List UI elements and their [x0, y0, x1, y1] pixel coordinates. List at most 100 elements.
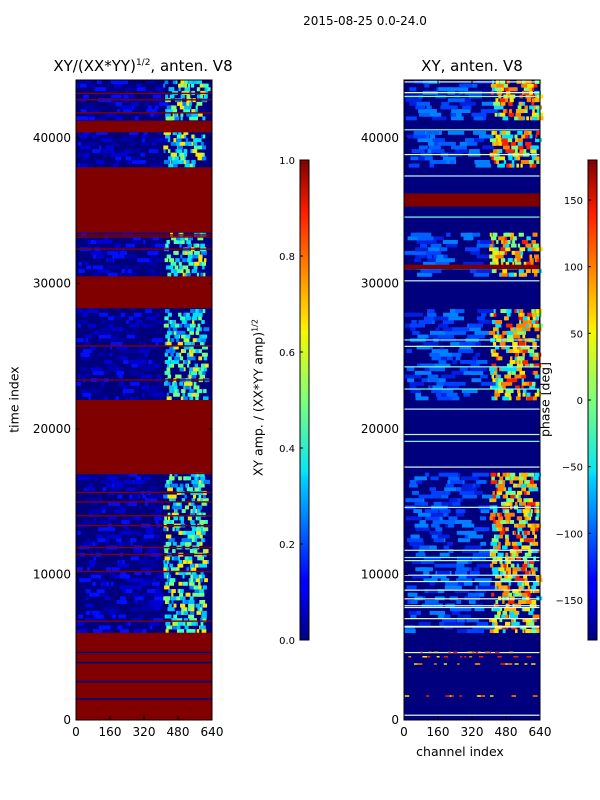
heatmap-cell — [458, 574, 467, 579]
right-ytick-label: 30000 — [361, 277, 399, 291]
heatmap-cell — [526, 145, 532, 150]
heatmap-cell — [154, 385, 162, 390]
heatmap-cell — [191, 527, 198, 532]
heatmap-cell — [190, 581, 194, 586]
heatmap-cell — [112, 614, 116, 619]
heatmap-cell — [442, 320, 454, 324]
heatmap-cell — [91, 501, 99, 506]
heatmap-cell — [509, 520, 515, 524]
heatmap-cell — [85, 603, 94, 608]
heatmap-cell — [169, 320, 172, 324]
heatmap-cell — [154, 105, 159, 110]
heatmap-cell — [191, 370, 197, 375]
heatmap-cell — [533, 272, 538, 277]
heatmap-cell — [491, 254, 495, 259]
heatmap-cell — [514, 149, 518, 154]
heatmap-cell — [169, 538, 175, 543]
heatmap-cell — [462, 483, 473, 488]
heatmap-cell — [473, 527, 490, 532]
heatmap-cell — [493, 105, 499, 110]
heatmap-cell — [137, 258, 150, 263]
heatmap-cell — [530, 116, 533, 121]
heatmap-cell — [531, 607, 535, 612]
heatmap-cell — [199, 312, 203, 317]
heatmap-cell — [502, 472, 510, 477]
heatmap-cell — [437, 570, 450, 575]
heatmap-cell — [517, 530, 520, 535]
heatmap-cell — [404, 629, 416, 634]
heatmap-cell — [533, 476, 539, 481]
heatmap-cell — [514, 258, 517, 263]
heatmap-cell — [431, 574, 447, 579]
heatmap-cell — [157, 243, 166, 248]
heatmap-cell — [110, 476, 118, 481]
heatmap-cell — [508, 149, 515, 154]
heatmap-cell — [513, 87, 518, 92]
heatmap-cell — [494, 621, 498, 626]
phase-dash — [404, 695, 410, 697]
heatmap-cell — [89, 512, 94, 517]
heatmap-cell — [531, 600, 537, 604]
heatmap-cell — [534, 581, 539, 586]
heatmap-cell — [426, 247, 440, 252]
heatmap-cell — [501, 240, 504, 244]
heatmap-cell — [129, 316, 141, 321]
heatmap-cell — [418, 145, 428, 150]
heatmap-cell — [181, 240, 184, 244]
heatmap-cell — [534, 116, 538, 121]
heatmap-cell — [85, 596, 89, 601]
heatmap-cell — [183, 509, 186, 514]
heatmap-cell — [492, 130, 498, 135]
heatmap-cell — [155, 312, 160, 317]
heatmap-cell — [168, 581, 175, 586]
heatmap-cell — [183, 345, 190, 350]
heatmap-cell — [190, 578, 194, 583]
heatmap-cell — [535, 567, 538, 572]
heatmap-cell — [102, 629, 113, 634]
heatmap-cell — [534, 523, 537, 528]
heatmap-cell — [200, 530, 204, 535]
heatmap-cell — [88, 476, 99, 481]
heatmap-cell — [437, 141, 456, 146]
heatmap-cell — [449, 607, 463, 612]
heatmap-cell — [170, 320, 176, 324]
heatmap-cell — [499, 530, 505, 535]
heatmap-cell — [202, 83, 209, 88]
heatmap-cell — [450, 309, 456, 314]
heatmap-cell — [101, 505, 111, 510]
heatmap-cell — [429, 530, 443, 535]
heatmap-cell — [409, 483, 418, 488]
heatmap-cell — [526, 512, 530, 517]
heatmap-cell — [530, 509, 533, 514]
flagged-line — [76, 99, 212, 101]
heatmap-cell — [491, 320, 496, 324]
heatmap-cell — [198, 370, 205, 375]
heatmap-cell — [530, 247, 535, 252]
heatmap-cell — [172, 160, 179, 164]
heatmap-cell — [510, 232, 514, 237]
heatmap-cell — [499, 480, 506, 484]
heatmap-cell — [116, 374, 123, 379]
heatmap-cell — [495, 254, 502, 259]
heatmap-cell — [178, 83, 181, 88]
heatmap-cell — [176, 236, 183, 241]
heatmap-cell — [195, 603, 201, 608]
heatmap-cell — [125, 243, 135, 248]
heatmap-cell — [520, 523, 526, 528]
heatmap-cell — [535, 501, 541, 506]
heatmap-cell — [496, 378, 500, 383]
heatmap-cell — [512, 618, 516, 623]
heatmap-cell — [178, 352, 182, 357]
heatmap-cell — [184, 163, 190, 168]
heatmap-cell — [92, 254, 104, 259]
phase-gap-line — [404, 129, 540, 131]
heatmap-cell — [173, 556, 179, 561]
heatmap-cell — [96, 589, 105, 594]
heatmap-cell — [510, 614, 518, 619]
heatmap-cell — [126, 501, 137, 506]
heatmap-cell — [171, 265, 174, 270]
heatmap-cell — [501, 334, 505, 339]
heatmap-cell — [440, 247, 448, 252]
heatmap-cell — [197, 480, 203, 484]
